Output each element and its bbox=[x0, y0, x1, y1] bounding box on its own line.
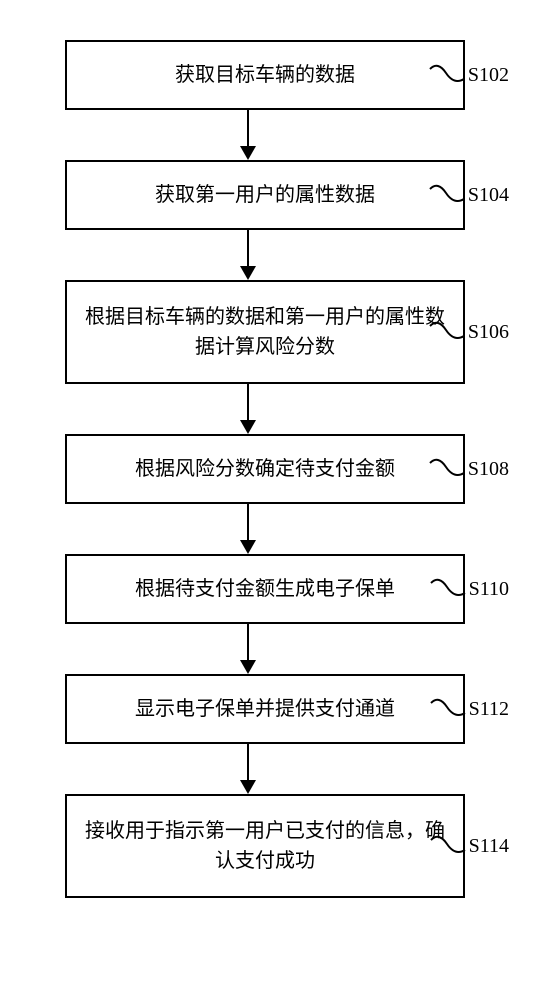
arrow-line-icon bbox=[247, 744, 249, 780]
step-id-label: S108 bbox=[468, 458, 509, 481]
connector-curve-icon bbox=[428, 453, 466, 485]
arrow bbox=[30, 230, 517, 280]
arrow-head-icon bbox=[240, 266, 256, 280]
step-text: 显示电子保单并提供支付通道 bbox=[135, 694, 395, 724]
flowchart-container: 获取目标车辆的数据 S102 获取第一用户的属性数据 S104 根据目标车辆的数… bbox=[30, 40, 517, 898]
arrow-head-icon bbox=[240, 660, 256, 674]
step-row: 根据风险分数确定待支付金额 S108 bbox=[30, 434, 517, 504]
connector-curve-icon bbox=[428, 179, 466, 211]
step-text: 根据目标车辆的数据和第一用户的属性数据计算风险分数 bbox=[79, 302, 451, 362]
connector-curve-icon bbox=[429, 693, 467, 725]
step-text: 根据风险分数确定待支付金额 bbox=[135, 454, 395, 484]
step-id-label: S114 bbox=[469, 835, 509, 858]
connector-curve-icon bbox=[429, 573, 467, 605]
arrow-head-icon bbox=[240, 540, 256, 554]
step-label-wrap: S112 bbox=[429, 693, 509, 725]
step-label-wrap: S114 bbox=[429, 830, 509, 862]
connector-curve-icon bbox=[429, 830, 467, 862]
arrow bbox=[30, 624, 517, 674]
step-box: 根据待支付金额生成电子保单 bbox=[65, 554, 465, 624]
step-label-wrap: S106 bbox=[428, 316, 509, 348]
step-text: 获取第一用户的属性数据 bbox=[155, 180, 375, 210]
step-label-wrap: S108 bbox=[428, 453, 509, 485]
arrow-head-icon bbox=[240, 146, 256, 160]
step-row: 接收用于指示第一用户已支付的信息，确认支付成功 S114 bbox=[30, 794, 517, 898]
step-id-label: S112 bbox=[469, 698, 509, 721]
arrow-head-icon bbox=[240, 780, 256, 794]
step-row: 根据待支付金额生成电子保单 S110 bbox=[30, 554, 517, 624]
step-text: 接收用于指示第一用户已支付的信息，确认支付成功 bbox=[79, 816, 451, 876]
step-box: 接收用于指示第一用户已支付的信息，确认支付成功 bbox=[65, 794, 465, 898]
connector-curve-icon bbox=[428, 316, 466, 348]
arrow-line-icon bbox=[247, 504, 249, 540]
arrow-line-icon bbox=[247, 230, 249, 266]
step-row: 根据目标车辆的数据和第一用户的属性数据计算风险分数 S106 bbox=[30, 280, 517, 384]
step-id-label: S104 bbox=[468, 184, 509, 207]
arrow-line-icon bbox=[247, 624, 249, 660]
arrow bbox=[30, 110, 517, 160]
step-box: 根据目标车辆的数据和第一用户的属性数据计算风险分数 bbox=[65, 280, 465, 384]
arrow bbox=[30, 384, 517, 434]
step-box: 获取目标车辆的数据 bbox=[65, 40, 465, 110]
connector-curve-icon bbox=[428, 59, 466, 91]
step-box: 获取第一用户的属性数据 bbox=[65, 160, 465, 230]
step-label-wrap: S104 bbox=[428, 179, 509, 211]
step-row: 获取目标车辆的数据 S102 bbox=[30, 40, 517, 110]
arrow bbox=[30, 504, 517, 554]
arrow-line-icon bbox=[247, 110, 249, 146]
step-text: 根据待支付金额生成电子保单 bbox=[135, 574, 395, 604]
step-id-label: S102 bbox=[468, 64, 509, 87]
step-box: 显示电子保单并提供支付通道 bbox=[65, 674, 465, 744]
step-box: 根据风险分数确定待支付金额 bbox=[65, 434, 465, 504]
arrow-line-icon bbox=[247, 384, 249, 420]
step-row: 显示电子保单并提供支付通道 S112 bbox=[30, 674, 517, 744]
step-id-label: S110 bbox=[469, 578, 509, 601]
arrow bbox=[30, 744, 517, 794]
step-text: 获取目标车辆的数据 bbox=[175, 60, 355, 90]
step-label-wrap: S102 bbox=[428, 59, 509, 91]
step-id-label: S106 bbox=[468, 321, 509, 344]
step-row: 获取第一用户的属性数据 S104 bbox=[30, 160, 517, 230]
arrow-head-icon bbox=[240, 420, 256, 434]
step-label-wrap: S110 bbox=[429, 573, 509, 605]
